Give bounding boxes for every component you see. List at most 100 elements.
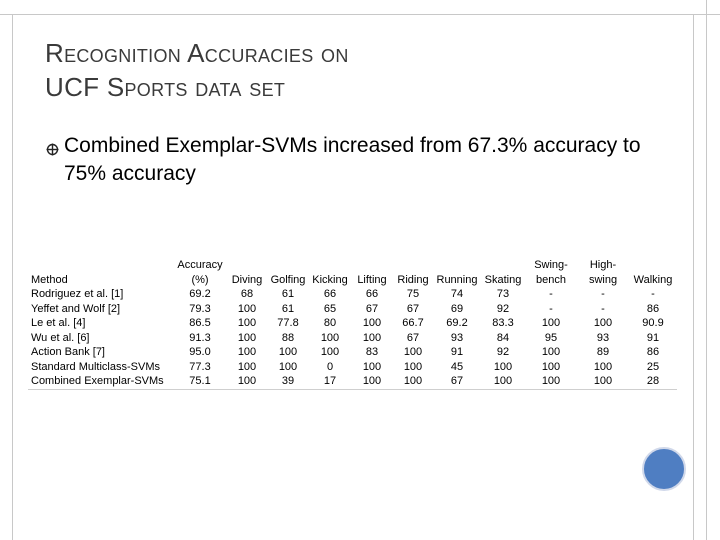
method-cell: Combined Exemplar-SVMs (28, 374, 173, 390)
header-skating: Skating (484, 273, 522, 286)
swing-bench-cell: 100 (541, 360, 561, 373)
lifting-cell: 83 (365, 346, 379, 358)
riding-cell: 66.7 (402, 317, 424, 329)
walking-cell: 90.9 (642, 317, 664, 329)
golfing-cell: 77.8 (277, 317, 299, 329)
accuracy-cell: 69.2 (189, 288, 211, 300)
header-golfing: Golfing (270, 273, 306, 286)
accuracy-cell: 91.3 (189, 331, 211, 344)
bullet-text: Combined Exemplar-SVMs increased from 67… (64, 134, 641, 185)
accuracy-cell: 77.3 (189, 360, 211, 373)
header-walking: Walking (633, 273, 673, 286)
results-table: Method Accuracy (%) Diving Golfing Kicki… (28, 258, 677, 390)
diving-cell: 100 (237, 317, 257, 329)
walking-cell: 91 (646, 331, 660, 344)
accuracy-cell: 86.5 (189, 317, 211, 329)
high-swing-cell: - (601, 302, 605, 315)
lifting-cell: 100 (362, 331, 382, 344)
skating-cell: 100 (493, 360, 513, 373)
high-swing-cell: 100 (593, 317, 613, 329)
golfing-cell: 100 (278, 360, 298, 373)
table-row: Combined Exemplar-SVMs 75.1 100 39 17 10… (28, 374, 677, 390)
walking-cell: 86 (646, 346, 660, 358)
high-swing-cell: 100 (593, 360, 613, 373)
frame-top-line (0, 14, 720, 15)
golfing-cell: 61 (281, 288, 295, 300)
slide-title-line-2: UCF Sports data set (45, 72, 286, 102)
kicking-cell: 65 (323, 302, 337, 315)
diving-cell: 100 (237, 360, 257, 373)
running-cell: 69.2 (446, 317, 468, 329)
golfing-cell: 61 (281, 302, 295, 315)
method-cell: Rodriguez et al. [1] (31, 288, 124, 300)
swing-bench-cell: 100 (541, 346, 561, 358)
frame-right-inner-line (693, 14, 694, 540)
header-kicking: Kicking (312, 273, 348, 286)
table-row: Standard Multiclass-SVMs 77.3 100 100 0 … (28, 360, 677, 375)
accuracy-cell: 75.1 (173, 374, 227, 390)
accuracy-cell: 79.3 (189, 302, 211, 315)
header-method: Method (31, 273, 68, 286)
lifting-cell: 67 (365, 302, 379, 315)
walking-cell: 86 (646, 302, 660, 315)
kicking-cell: 80 (323, 317, 337, 329)
walking-cell: 28 (629, 374, 677, 390)
skating-cell: 84 (496, 331, 510, 344)
kicking-cell: 66 (323, 288, 337, 300)
method-cell: Standard Multiclass-SVMs (31, 360, 160, 373)
method-cell: Action Bank [7] (31, 346, 105, 358)
high-swing-cell: 93 (596, 331, 610, 344)
diving-cell: 100 (237, 346, 257, 358)
golfing-cell: 88 (281, 331, 295, 344)
golfing-cell: 39 (267, 374, 309, 390)
header-running: Running (436, 273, 478, 286)
lifting-cell: 100 (362, 360, 382, 373)
frame-left-line (12, 14, 13, 540)
slide-title-line-1: Recognition Accuracies on (45, 38, 349, 68)
riding-cell: 100 (403, 360, 423, 373)
table-row: Yeffet and Wolf [2] 79.3 100 61 65 67 67… (28, 302, 677, 317)
frame-right-line (706, 0, 707, 540)
table-row: Action Bank [7] 95.0 100 100 100 83 100 … (28, 345, 677, 360)
header-swing-bench: Swing-bench (534, 259, 568, 286)
golfing-cell: 100 (278, 346, 298, 358)
running-cell: 67 (433, 374, 481, 390)
crossed-bullet-icon (46, 143, 59, 156)
skating-cell: 92 (496, 346, 510, 358)
high-swing-cell: 100 (577, 374, 629, 390)
running-cell: 69 (450, 302, 464, 315)
header-riding: Riding (397, 273, 429, 286)
table-row: Rodriguez et al. [1] 69.2 68 61 66 66 75… (28, 287, 677, 302)
walking-cell: - (651, 288, 655, 300)
running-cell: 45 (450, 360, 464, 373)
riding-cell: 100 (403, 346, 423, 358)
table-row: Wu et al. [6] 91.3 100 88 100 100 67 93 … (28, 331, 677, 346)
method-cell: Yeffet and Wolf [2] (31, 302, 121, 315)
running-cell: 93 (450, 331, 464, 344)
swing-bench-cell: - (549, 288, 553, 300)
kicking-cell: 0 (326, 360, 334, 373)
header-diving: Diving (231, 273, 263, 286)
diving-cell: 68 (240, 288, 254, 300)
kicking-cell: 100 (320, 346, 340, 358)
decorative-circle-icon (642, 447, 686, 491)
method-cell: Wu et al. [6] (31, 331, 90, 344)
table-row: Le et al. [4] 86.5 100 77.8 80 100 66.7 … (28, 316, 677, 331)
walking-cell: 25 (646, 360, 660, 373)
lifting-cell: 100 (362, 317, 382, 329)
diving-cell: 100 (237, 302, 257, 315)
accuracy-cell: 95.0 (189, 346, 211, 358)
high-swing-cell: 89 (596, 346, 610, 358)
running-cell: 74 (450, 288, 464, 300)
kicking-cell: 100 (320, 331, 340, 344)
skating-cell: 92 (496, 302, 510, 315)
table-header-row: Method Accuracy (%) Diving Golfing Kicki… (28, 258, 677, 287)
diving-cell: 100 (227, 374, 267, 390)
lifting-cell: 66 (365, 288, 379, 300)
header-lifting: Lifting (357, 273, 387, 286)
riding-cell: 67 (406, 302, 420, 315)
swing-bench-cell: 100 (525, 374, 577, 390)
swing-bench-cell: 100 (541, 317, 561, 329)
riding-cell: 67 (406, 331, 420, 344)
skating-cell: 83.3 (492, 317, 514, 329)
